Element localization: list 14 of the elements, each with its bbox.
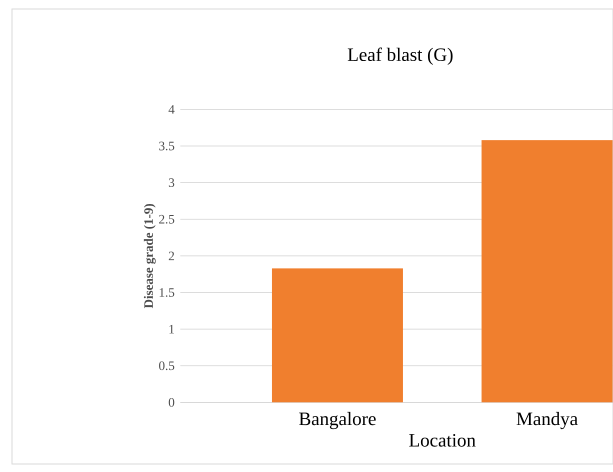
x-tick-label: Mandya bbox=[516, 412, 578, 430]
y-tick-label: 3 bbox=[168, 178, 174, 187]
y-tick-label: 1.5 bbox=[160, 288, 174, 297]
y-axis-title: Disease grade (1-9) bbox=[144, 204, 156, 308]
x-axis-title: Location bbox=[409, 434, 476, 447]
y-tick-label: 0.5 bbox=[159, 361, 174, 370]
y-tick-label: 2 bbox=[168, 252, 174, 260]
y-tick-label: 0 bbox=[168, 398, 174, 407]
x-tick-label: Bangalore bbox=[299, 412, 376, 430]
y-tick-label: 3.5 bbox=[159, 142, 174, 150]
y-tick-label: 4 bbox=[168, 105, 175, 114]
y-tick-label: 1 bbox=[169, 324, 174, 334]
y-tick-label: 2.5 bbox=[159, 214, 174, 224]
chart-title: Leaf blast (G) bbox=[348, 48, 453, 65]
